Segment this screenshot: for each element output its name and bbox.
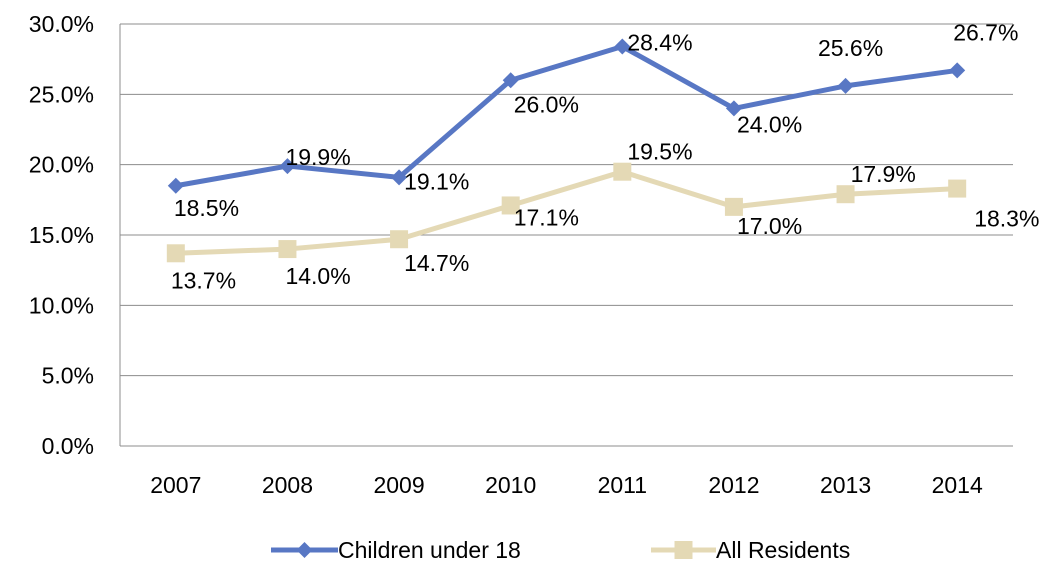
- data-label-all-residents: 17.0%: [737, 213, 802, 239]
- legend-swatch-marker: [296, 542, 313, 558]
- data-point-all-residents: [613, 162, 632, 181]
- x-tick-label: 2011: [598, 472, 647, 498]
- data-point-all-residents: [501, 196, 520, 215]
- data-label-children-under-18: 18.5%: [174, 195, 239, 221]
- data-label-all-residents: 14.7%: [404, 250, 469, 276]
- data-point-children-under-18: [837, 77, 854, 94]
- legend-item-children-under-18: Children under 18: [271, 537, 521, 563]
- data-point-all-residents: [390, 230, 409, 249]
- data-label-all-residents: 14.0%: [285, 263, 350, 289]
- x-tick-label: 2007: [150, 472, 201, 498]
- data-point-all-residents: [724, 197, 743, 216]
- legend-label: Children under 18: [338, 537, 521, 563]
- data-label-layer: 18.5% 19.9% 19.1% 26.0% 28.4% 24.0% 25.6% 26.7%…: [171, 19, 1040, 293]
- series-line-children-under-18: [175, 44, 958, 189]
- legend-label: All Residents: [716, 537, 850, 563]
- y-tick-label: 10.0%: [29, 292, 94, 318]
- x-tick-label: 2013: [820, 472, 871, 498]
- data-point-all-residents: [166, 244, 185, 263]
- legend-item-all-residents: All Residents: [651, 537, 850, 563]
- x-tick-label: 2012: [708, 472, 759, 498]
- data-point-children-under-18: [614, 38, 631, 55]
- series-layer: [166, 38, 967, 263]
- y-tick-label: 30.0%: [29, 11, 94, 37]
- data-point-children-under-18: [725, 100, 742, 117]
- data-label-all-residents: 13.7%: [171, 267, 236, 293]
- x-tick-label: 2009: [373, 472, 424, 498]
- y-tick-label: 5.0%: [42, 363, 94, 389]
- data-label-children-under-18: 28.4%: [627, 30, 692, 56]
- legend-swatch-marker: [674, 541, 693, 559]
- data-label-all-residents: 18.3%: [974, 206, 1039, 232]
- data-label-children-under-18: 25.6%: [818, 35, 883, 61]
- data-label-children-under-18: 24.0%: [737, 111, 802, 137]
- series-line-all-residents: [175, 169, 958, 256]
- data-label-children-under-18: 26.7%: [953, 19, 1018, 45]
- data-label-all-residents: 17.1%: [514, 204, 579, 230]
- axis-layer: 0.0% 5.0% 10.0% 15.0% 20.0% 25.0% 30.0% 2007 200…: [29, 11, 1013, 498]
- data-label-all-residents: 19.5%: [627, 139, 692, 165]
- x-tick-label: 2008: [262, 472, 313, 498]
- y-tick-label: 25.0%: [29, 81, 94, 107]
- data-label-all-residents: 17.9%: [851, 161, 916, 187]
- data-label-children-under-18: 26.0%: [514, 91, 579, 117]
- y-tick-label: 0.0%: [42, 433, 94, 459]
- y-tick-label: 15.0%: [29, 222, 94, 248]
- data-point-children-under-18: [391, 169, 408, 186]
- data-point-all-residents: [278, 240, 297, 259]
- data-label-children-under-18: 19.1%: [404, 168, 469, 194]
- data-point-all-residents: [948, 179, 967, 198]
- legend: Children under 18 All Residents: [271, 537, 850, 563]
- x-tick-label: 2014: [932, 472, 983, 498]
- grid-layer: [120, 23, 1013, 377]
- data-point-children-under-18: [167, 177, 184, 194]
- data-point-all-residents: [836, 185, 855, 204]
- data-label-children-under-18: 19.9%: [285, 144, 350, 170]
- x-tick-label: 2010: [485, 472, 536, 498]
- data-point-children-under-18: [279, 158, 296, 175]
- data-point-children-under-18: [949, 62, 966, 79]
- data-point-children-under-18: [502, 72, 519, 89]
- y-tick-label: 20.0%: [29, 152, 94, 178]
